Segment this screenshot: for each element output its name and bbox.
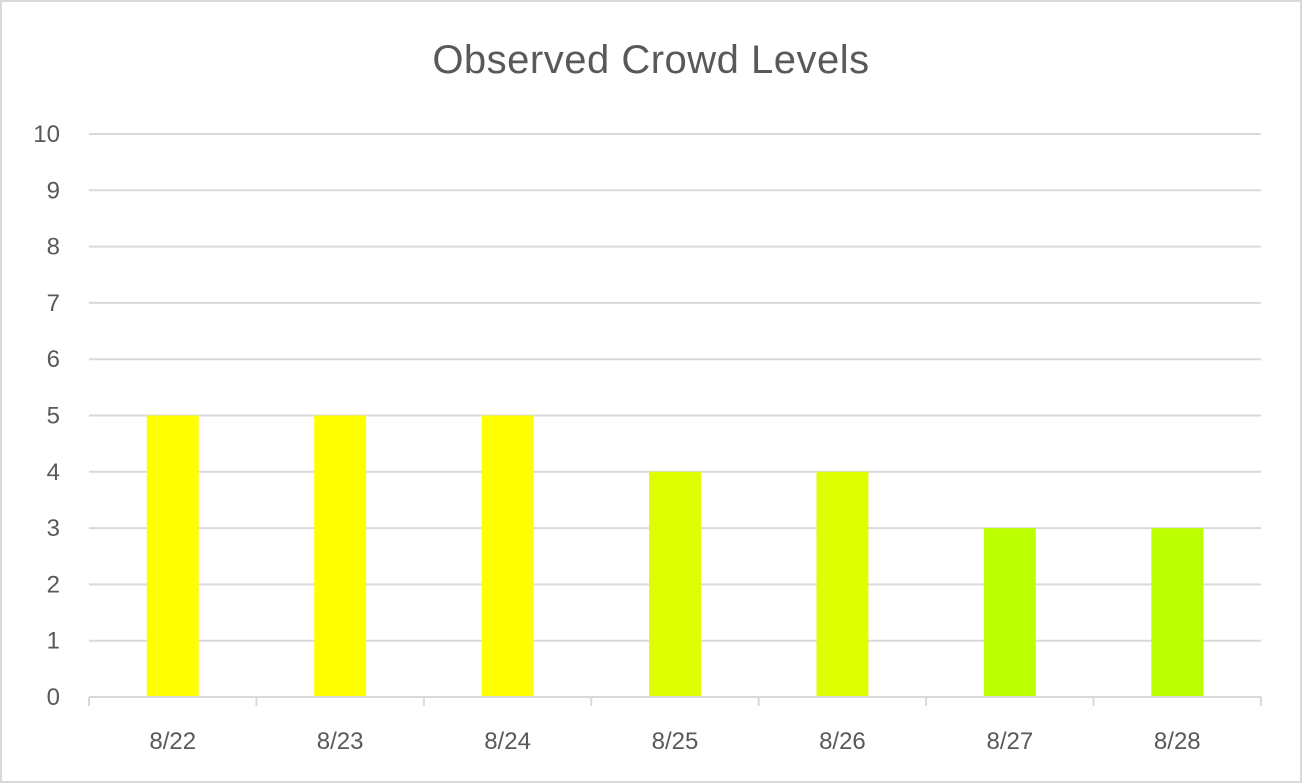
x-tick-label: 8/23 xyxy=(317,728,364,755)
bar xyxy=(481,415,534,697)
x-tick-label: 8/22 xyxy=(149,728,196,755)
y-tick-label: 0 xyxy=(47,684,60,711)
y-axis-tick-labels: 0 1 2 3 4 5 6 7 8 9 10 xyxy=(33,121,60,711)
x-axis xyxy=(88,696,1262,706)
y-tick-label: 7 xyxy=(47,290,60,317)
x-tick-label: 8/27 xyxy=(986,728,1033,755)
y-tick-label: 1 xyxy=(47,628,60,655)
y-tick-label: 3 xyxy=(47,515,60,542)
chart-title: Observed Crowd Levels xyxy=(432,38,870,82)
bar xyxy=(649,471,701,697)
y-tick-label: 2 xyxy=(47,571,60,598)
bars xyxy=(146,415,1204,697)
x-axis-tick-labels: 8/22 8/23 8/24 8/25 8/26 8/27 8/28 xyxy=(149,728,1200,755)
bar xyxy=(816,471,869,697)
x-tick-label: 8/26 xyxy=(819,728,866,755)
x-tick-label: 8/28 xyxy=(1154,728,1201,755)
x-tick-label: 8/25 xyxy=(652,728,699,755)
bar xyxy=(1151,528,1204,697)
y-tick-label: 6 xyxy=(47,346,60,373)
bar xyxy=(314,415,367,697)
x-tick-label: 8/24 xyxy=(484,728,531,755)
bar xyxy=(146,415,199,697)
y-tick-label: 4 xyxy=(47,459,60,486)
y-tick-label: 10 xyxy=(33,121,60,148)
bar xyxy=(983,528,1036,697)
y-tick-label: 9 xyxy=(47,177,60,204)
y-tick-label: 5 xyxy=(47,403,60,430)
y-tick-label: 8 xyxy=(47,234,60,261)
